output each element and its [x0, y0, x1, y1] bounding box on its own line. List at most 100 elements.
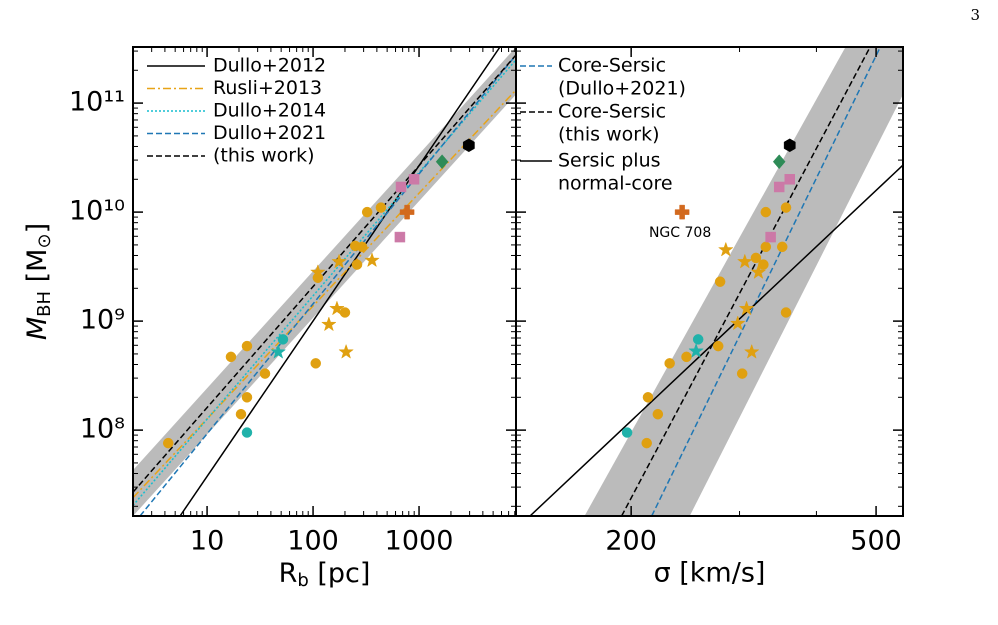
- data-point: [259, 368, 271, 379]
- y-label-part: BH: [34, 291, 55, 317]
- data-point: [743, 343, 760, 359]
- data-point: [692, 334, 704, 345]
- data-point: [241, 427, 253, 438]
- fit-line: [651, 47, 881, 516]
- data-point: [162, 437, 174, 449]
- data-point: [364, 252, 380, 268]
- fit-line: [620, 47, 871, 516]
- data-point: [356, 241, 368, 253]
- data-point: [399, 204, 415, 220]
- legend-label: Dullo+2014: [213, 100, 326, 122]
- x-axis-label: Rb [pc]: [279, 558, 371, 592]
- data-point: [241, 340, 253, 352]
- x-label-part: R: [279, 558, 298, 589]
- x-tick-label: 500: [850, 526, 902, 557]
- y-label-part: M: [22, 317, 53, 340]
- fit-line: [133, 54, 516, 493]
- legend-label: (Dullo+2021): [558, 78, 686, 100]
- legend-label: (this work): [213, 145, 315, 167]
- plot-area: [529, 47, 903, 516]
- legend-label: Sersic plus: [558, 150, 661, 172]
- data-point: [783, 138, 796, 153]
- data-point: [729, 315, 746, 331]
- data-point: [780, 307, 792, 318]
- y-tick-label: 10⁸: [80, 414, 125, 445]
- plot-area: [133, 47, 516, 516]
- data-point: [681, 351, 692, 363]
- fit-line: [529, 164, 903, 516]
- legend-label: normal-core: [558, 173, 673, 195]
- x-tick-label: 100: [287, 526, 339, 557]
- data-point: [462, 138, 475, 153]
- fit-line: [139, 54, 516, 516]
- x-tick-label: 1000: [385, 526, 454, 557]
- data-point: [714, 276, 726, 287]
- data-point: [241, 392, 253, 403]
- legend-label: Rusli+2013: [213, 77, 322, 99]
- y-tick-label: 10⁹: [80, 305, 125, 336]
- legend-label: (this work): [558, 124, 660, 146]
- x-tick-label: 200: [605, 526, 657, 557]
- data-point: [225, 351, 237, 363]
- data-point: [310, 358, 321, 369]
- y-label-part: ]: [22, 223, 53, 234]
- data-point: [772, 154, 786, 170]
- data-point: [395, 181, 407, 193]
- data-point: [235, 408, 247, 420]
- legend-label: Core-Sersic: [558, 55, 666, 77]
- y-tick-label: 10¹¹: [69, 87, 125, 118]
- data-point: [750, 252, 762, 264]
- data-point: [750, 264, 767, 280]
- data-point: [641, 437, 652, 449]
- data-point: [375, 202, 387, 213]
- data-point: [765, 231, 776, 243]
- legend-label: Core-Sersic: [558, 101, 666, 123]
- data-point: [338, 343, 354, 359]
- data-point: [408, 174, 420, 185]
- y-label-part: ⊙: [34, 233, 55, 248]
- y-tick-label: 10¹⁰: [69, 196, 125, 227]
- data-point: [331, 253, 347, 269]
- frame: [515, 46, 904, 517]
- fit-line: [133, 59, 516, 506]
- data-point: [738, 300, 755, 316]
- x-label-part: [pc]: [309, 558, 371, 589]
- data-point: [674, 204, 690, 220]
- data-point: [664, 358, 675, 369]
- data-point: [760, 206, 772, 218]
- data-point: [394, 231, 406, 243]
- data-point: [760, 241, 772, 253]
- data-point: [329, 300, 345, 316]
- legend-label: Dullo+2021: [213, 122, 326, 144]
- annotation: NGC 708: [649, 225, 711, 241]
- data-point: [361, 206, 373, 218]
- fit-line: [179, 47, 501, 516]
- data-point: [712, 340, 724, 352]
- page-number: 3: [970, 6, 980, 24]
- data-point: [777, 241, 788, 253]
- data-point: [736, 253, 753, 269]
- y-label-part: [M: [22, 249, 53, 291]
- x-label-part: b: [297, 570, 308, 591]
- data-point: [773, 181, 785, 193]
- data-point: [736, 368, 748, 379]
- data-point: [717, 241, 734, 257]
- data-point: [310, 264, 326, 280]
- x-tick-label: 10: [190, 526, 224, 557]
- data-point: [688, 342, 704, 358]
- fit-line: [133, 89, 516, 499]
- data-point: [758, 259, 769, 270]
- data-point: [621, 427, 633, 438]
- data-point: [784, 174, 795, 185]
- data-point: [652, 408, 664, 420]
- y-axis-label: MBH [M⊙]: [22, 223, 56, 340]
- data-point: [780, 202, 792, 213]
- data-point: [339, 307, 351, 318]
- data-point: [642, 392, 654, 403]
- data-point: [351, 259, 363, 270]
- legend-label: Dullo+2012: [213, 55, 326, 77]
- data-point: [321, 316, 337, 332]
- x-axis-label: σ [km/s]: [654, 558, 766, 589]
- data-point: [435, 154, 449, 170]
